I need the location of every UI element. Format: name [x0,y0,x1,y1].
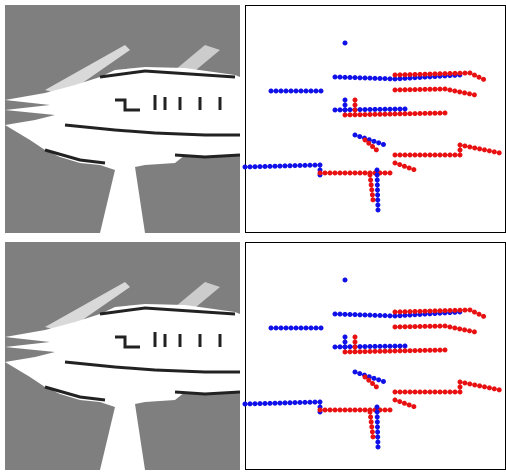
point-cloud-top [245,6,506,233]
point-cloud-bottom [245,243,506,470]
occupancy-map-bottom [3,240,242,472]
occupancy-map-top [3,3,242,235]
